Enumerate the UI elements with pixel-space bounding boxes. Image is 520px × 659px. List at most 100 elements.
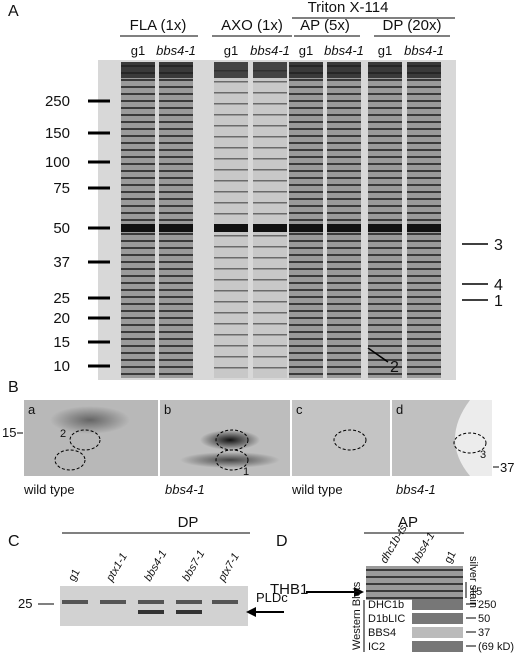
gel-lane <box>214 62 248 378</box>
gel-band <box>176 600 202 604</box>
gel-band <box>138 610 164 614</box>
gel-band <box>214 62 248 78</box>
group-label: AXO (1x) <box>221 17 283 34</box>
lane-label: bbs4-1 <box>250 43 290 58</box>
dashed-circle <box>54 449 86 471</box>
image-label: a <box>28 402 36 417</box>
group-label: AP (5x) <box>300 17 350 34</box>
gel-band <box>253 62 287 78</box>
gel-band <box>253 224 287 232</box>
image-label: d <box>396 402 403 417</box>
gel-band <box>327 224 361 232</box>
marker-label: 50 <box>53 220 70 237</box>
group-bracket: Triton X-114 <box>308 0 389 16</box>
caption: wild type <box>291 482 343 497</box>
row-label: BBS4 <box>368 627 396 639</box>
lane-label: bbs7-1 <box>180 548 207 583</box>
marker-label: 25 <box>18 596 32 611</box>
group-label: DP (20x) <box>383 17 442 34</box>
blot-strip <box>412 627 463 638</box>
caption: bbs4-1 <box>165 482 205 497</box>
arrow <box>367 347 389 363</box>
panel-label: A <box>8 3 19 20</box>
silver-gel <box>366 566 463 600</box>
gel-lane <box>407 62 441 378</box>
gel-lane <box>327 62 361 378</box>
gel-band <box>121 224 155 232</box>
marker-label: 15 <box>53 334 70 351</box>
arrow-label: 1 <box>494 293 503 310</box>
lane-label: bbs4-1 <box>404 43 444 58</box>
dashed-circle <box>215 449 249 471</box>
gel-bands <box>62 600 238 614</box>
marker-label: 37 <box>478 627 490 639</box>
gel-lane <box>121 62 155 378</box>
gel-band <box>289 224 323 232</box>
lane-label: g1 <box>378 43 392 58</box>
arrow-label: 4 <box>494 277 503 294</box>
marker-label: 150 <box>45 125 70 142</box>
arrow-head <box>246 607 256 617</box>
marker-label: 20 <box>53 310 70 327</box>
image-label: c <box>296 402 303 417</box>
panel-label: D <box>276 533 288 550</box>
arrow-label: 2 <box>390 359 399 376</box>
group-label: FLA (1x) <box>130 17 187 34</box>
row-label: D1bLIC <box>368 613 405 625</box>
blot-strip <box>412 599 463 610</box>
gel-lane <box>159 62 193 378</box>
blot-group: Western Blots <box>351 581 363 650</box>
band-label: PLDc <box>256 590 288 605</box>
gel-band <box>176 610 202 614</box>
gel-band <box>289 62 323 78</box>
arrow-head <box>354 587 364 597</box>
spot-label: 2 <box>60 428 66 440</box>
spot-label: 1 <box>243 466 249 478</box>
stain-label: silver stain <box>467 556 479 608</box>
lane-label: g1 <box>299 43 313 58</box>
dashed-circle <box>453 432 487 454</box>
gel-lanes <box>121 62 441 378</box>
lane-label: bbs4-1 <box>156 43 196 58</box>
blot-strip <box>412 613 463 624</box>
marker-label: (69 kD) <box>478 641 514 653</box>
panel-label: C <box>8 533 20 550</box>
gel-band <box>212 600 238 604</box>
marker-label: 250 <box>45 93 70 110</box>
lane-label: g1 <box>66 567 83 584</box>
blot-strip <box>412 641 463 652</box>
marker-label: 25 <box>53 290 70 307</box>
gel-band <box>121 62 155 78</box>
gel-c <box>60 586 248 626</box>
dashed-circle <box>69 429 101 451</box>
caption: wild type <box>23 482 75 497</box>
arrow-label: 3 <box>494 237 503 254</box>
marker-label: 75 <box>53 180 70 197</box>
lane-labels: dhc1b-ts bbs4-1 g1 <box>378 523 459 566</box>
lane-labels: g1 ptx1-1 bbs4-1 bbs7-1 ptx7-1 <box>66 548 242 584</box>
row-label: IC2 <box>368 641 385 653</box>
lane-label: g1 <box>442 549 459 566</box>
spot <box>180 452 280 468</box>
gel-band <box>407 62 441 78</box>
lane-label: bbs4-1 <box>142 548 169 583</box>
spot <box>200 430 260 450</box>
gel-band <box>368 62 402 78</box>
marker-label: 15 <box>470 586 482 598</box>
lane-label: bbs4-1 <box>410 530 437 565</box>
gel-band <box>407 224 441 232</box>
image-label: b <box>164 402 171 417</box>
lane-label: g1 <box>131 43 145 58</box>
marker-label: 100 <box>45 154 70 171</box>
blot-rows: DHC1b 250 D1bLIC 50 BBS4 37 IC2 (69 kD) <box>368 599 514 653</box>
row-label: DHC1b <box>368 599 404 611</box>
gel-band <box>62 600 88 604</box>
gel-band <box>159 224 193 232</box>
spot <box>50 406 130 434</box>
caption: bbs4-1 <box>396 482 436 497</box>
gel-band <box>138 600 164 604</box>
marker-label: 37 <box>53 254 70 271</box>
gel-band <box>368 224 402 232</box>
lane-label: dhc1b-ts <box>378 523 410 566</box>
